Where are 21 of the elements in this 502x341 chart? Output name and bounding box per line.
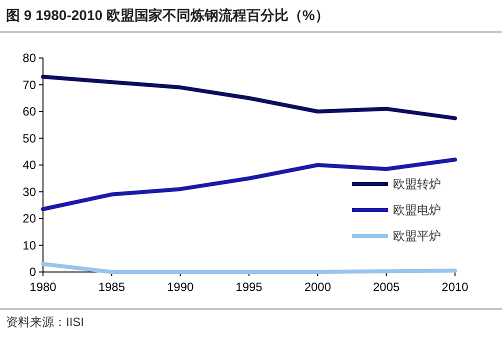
y-tick-label: 80 <box>22 51 36 65</box>
x-tick-label: 2000 <box>304 280 332 294</box>
y-tick-label: 10 <box>22 238 36 252</box>
x-tick-label: 2005 <box>372 280 400 294</box>
x-tick-label: 1990 <box>166 280 194 294</box>
y-tick-label: 40 <box>22 158 36 172</box>
y-tick-label: 60 <box>22 104 36 118</box>
legend-label: 欧盟平炉 <box>393 229 441 243</box>
y-tick-label: 30 <box>22 184 36 199</box>
y-tick-label: 20 <box>22 212 36 226</box>
x-tick-label: 1985 <box>98 280 126 294</box>
legend-label: 欧盟转炉 <box>393 177 441 191</box>
y-tick-label: 50 <box>22 131 36 146</box>
x-tick-label: 1980 <box>30 280 57 294</box>
x-tick-label: 2010 <box>442 280 469 294</box>
text: 资料来源：IISI <box>6 315 84 329</box>
y-tick-label: 0 <box>29 265 36 279</box>
chart-title: 图 9 1980-2010 欧盟国家不同炼钢流程百分比（%） <box>6 7 329 23</box>
y-tick-label: 70 <box>22 78 36 92</box>
legend-label: 欧盟电炉 <box>393 203 441 217</box>
x-tick-label: 1995 <box>236 280 263 294</box>
